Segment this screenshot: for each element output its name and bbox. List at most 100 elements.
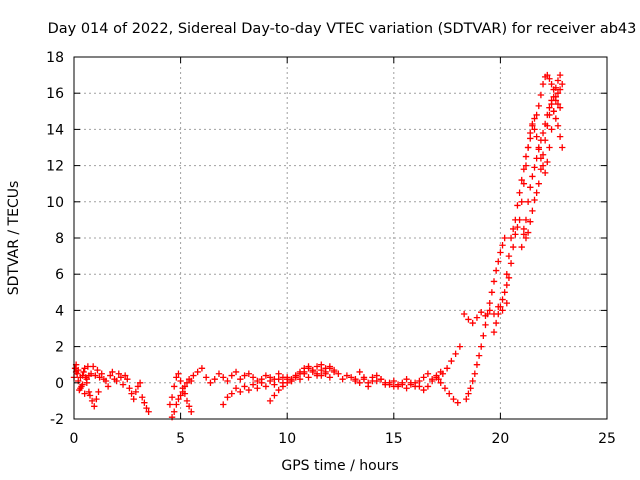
data-point bbox=[254, 385, 261, 392]
data-point bbox=[411, 379, 419, 386]
data-point bbox=[556, 71, 564, 79]
data-point bbox=[533, 133, 540, 140]
data-point bbox=[435, 375, 442, 383]
data-point bbox=[505, 274, 513, 282]
data-point bbox=[356, 379, 363, 386]
data-point bbox=[271, 392, 278, 399]
data-point bbox=[548, 100, 555, 108]
data-point bbox=[275, 370, 282, 377]
x-tick-label: 10 bbox=[278, 431, 296, 447]
data-point bbox=[507, 234, 515, 242]
data-point bbox=[254, 377, 261, 385]
y-tick-label: -2 bbox=[50, 412, 64, 428]
data-point bbox=[318, 366, 325, 374]
data-point bbox=[104, 383, 112, 390]
y-tick-label: 18 bbox=[46, 50, 64, 66]
data-point bbox=[356, 368, 363, 376]
data-point bbox=[554, 122, 562, 129]
data-point bbox=[173, 401, 180, 408]
x-tick-label: 0 bbox=[70, 431, 79, 447]
grid-lines bbox=[74, 57, 607, 419]
data-point bbox=[245, 386, 253, 394]
data-point bbox=[117, 374, 125, 381]
data-point bbox=[85, 372, 93, 379]
data-point bbox=[145, 408, 152, 415]
data-point bbox=[360, 374, 368, 381]
data-point bbox=[202, 374, 210, 381]
y-tick-label: 8 bbox=[55, 231, 64, 247]
data-point bbox=[550, 108, 557, 115]
data-point bbox=[439, 370, 447, 377]
data-point bbox=[215, 370, 223, 377]
data-point bbox=[124, 375, 131, 383]
data-point bbox=[529, 173, 536, 180]
data-point bbox=[232, 368, 240, 376]
data-point bbox=[544, 158, 551, 166]
data-point bbox=[527, 135, 534, 142]
data-point bbox=[482, 321, 489, 329]
data-point bbox=[518, 198, 525, 205]
data-point bbox=[556, 104, 564, 111]
data-point bbox=[85, 388, 93, 396]
data-point bbox=[407, 381, 415, 388]
data-point bbox=[533, 189, 540, 196]
data-point bbox=[492, 319, 500, 327]
data-point bbox=[497, 249, 504, 256]
data-point bbox=[211, 375, 218, 383]
data-point bbox=[343, 372, 351, 379]
data-point bbox=[107, 372, 114, 379]
data-point bbox=[527, 184, 534, 191]
data-point bbox=[73, 370, 81, 377]
data-point bbox=[326, 363, 334, 370]
data-point bbox=[232, 385, 240, 392]
data-point bbox=[471, 370, 479, 377]
data-point bbox=[539, 162, 547, 169]
data-point bbox=[77, 374, 84, 381]
data-point bbox=[224, 394, 231, 401]
data-point bbox=[168, 394, 176, 401]
data-point bbox=[537, 91, 545, 99]
data-point bbox=[84, 363, 92, 370]
data-point bbox=[475, 352, 483, 359]
data-point bbox=[305, 365, 312, 372]
data-point bbox=[503, 271, 510, 278]
data-point bbox=[386, 381, 393, 388]
data-point bbox=[509, 243, 517, 251]
data-point bbox=[228, 390, 235, 397]
data-point bbox=[185, 403, 193, 410]
data-point bbox=[373, 372, 380, 379]
data-point bbox=[347, 374, 355, 381]
data-point bbox=[390, 383, 397, 390]
data-point bbox=[262, 383, 270, 390]
y-tick-label: 0 bbox=[55, 376, 64, 392]
data-point bbox=[546, 104, 553, 111]
data-point bbox=[403, 375, 410, 383]
data-point bbox=[322, 370, 329, 377]
data-point bbox=[141, 399, 148, 406]
data-point bbox=[524, 144, 532, 151]
data-point bbox=[130, 395, 137, 403]
data-point bbox=[535, 180, 542, 187]
data-point bbox=[126, 385, 133, 392]
x-tick-label: 25 bbox=[598, 431, 616, 447]
data-point bbox=[98, 370, 105, 377]
data-point bbox=[520, 225, 528, 233]
data-point bbox=[546, 111, 553, 119]
data-point bbox=[443, 365, 451, 372]
data-point bbox=[486, 307, 493, 314]
data-point bbox=[497, 303, 504, 310]
data-point bbox=[181, 383, 189, 390]
data-point bbox=[450, 395, 457, 403]
data-point bbox=[503, 299, 510, 307]
data-point bbox=[313, 363, 321, 370]
data-point bbox=[228, 372, 235, 379]
data-point bbox=[175, 370, 182, 377]
data-point bbox=[188, 408, 195, 415]
y-tick-label: 16 bbox=[46, 86, 64, 102]
data-point bbox=[326, 374, 334, 381]
data-point bbox=[416, 383, 423, 390]
data-point bbox=[554, 90, 562, 97]
data-point bbox=[318, 361, 325, 368]
data-point bbox=[522, 153, 530, 160]
data-point bbox=[499, 296, 506, 303]
